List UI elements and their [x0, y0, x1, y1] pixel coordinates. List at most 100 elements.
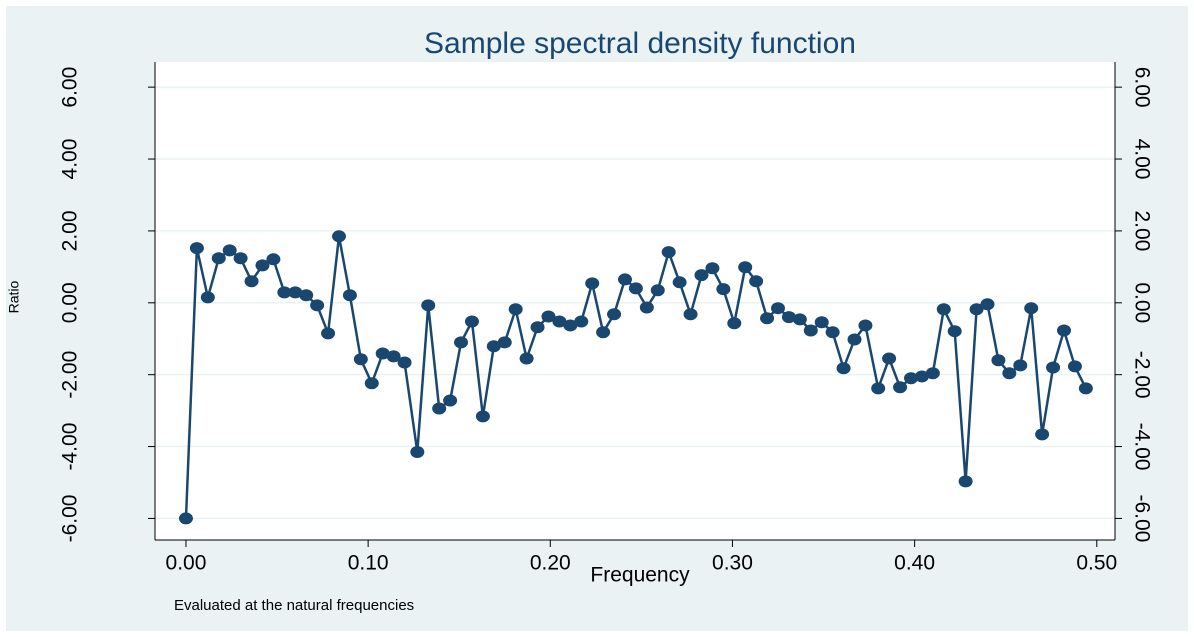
- marker: [847, 333, 862, 346]
- marker: [925, 367, 940, 380]
- y2-tick-label: 6.00: [1130, 67, 1153, 108]
- y-tick-label: 2.00: [59, 210, 82, 251]
- marker: [200, 291, 215, 304]
- marker: [211, 252, 226, 265]
- marker: [639, 301, 654, 314]
- marker: [486, 340, 501, 353]
- marker: [814, 316, 829, 329]
- marker: [792, 313, 807, 326]
- marker: [914, 370, 929, 383]
- y-tick-label: -2.00: [59, 351, 82, 399]
- marker: [947, 325, 962, 338]
- marker: [596, 326, 611, 339]
- marker: [464, 315, 479, 328]
- marker: [991, 354, 1006, 367]
- marker: [694, 269, 709, 282]
- marker: [1056, 324, 1071, 337]
- marker: [277, 286, 292, 299]
- chart-title: Sample spectral density function: [424, 27, 856, 60]
- x-tick-label: 0.40: [894, 552, 935, 575]
- marker: [716, 283, 731, 296]
- marker: [705, 262, 720, 275]
- marker: [353, 353, 368, 366]
- marker: [1002, 367, 1017, 380]
- marker: [980, 298, 995, 311]
- x-axis-label: Frequency: [590, 564, 690, 587]
- marker: [727, 317, 742, 330]
- marker: [266, 253, 281, 266]
- marker: [310, 299, 325, 312]
- marker: [331, 230, 346, 243]
- note: Evaluated at the natural frequencies: [174, 597, 414, 614]
- marker: [1013, 359, 1028, 372]
- y2-tick-label: -2.00: [1130, 351, 1153, 399]
- marker: [255, 259, 270, 272]
- marker: [541, 310, 556, 323]
- marker: [825, 326, 840, 339]
- marker: [683, 308, 698, 321]
- marker: [661, 246, 676, 259]
- marker: [508, 303, 523, 316]
- marker: [803, 324, 818, 337]
- marker: [443, 394, 458, 407]
- marker: [585, 277, 600, 290]
- marker: [760, 312, 775, 325]
- marker: [574, 315, 589, 328]
- marker: [969, 303, 984, 316]
- marker: [1067, 360, 1082, 373]
- marker: [244, 275, 259, 288]
- marker: [178, 512, 193, 525]
- marker: [882, 352, 897, 365]
- y2-tick-label: 0.00: [1130, 282, 1153, 323]
- marker: [364, 377, 379, 390]
- marker: [475, 410, 490, 423]
- marker: [552, 315, 567, 328]
- marker: [421, 299, 436, 312]
- marker: [617, 273, 632, 286]
- marker: [563, 319, 578, 332]
- marker: [781, 311, 796, 324]
- y2-tick-label: 2.00: [1130, 210, 1153, 251]
- marker: [386, 350, 401, 363]
- marker: [650, 284, 665, 297]
- marker: [871, 382, 886, 395]
- y2-tick-label: 4.00: [1130, 139, 1153, 180]
- x-tick-label: 0.50: [1076, 552, 1117, 575]
- plot-area: [155, 62, 1115, 540]
- marker: [519, 352, 534, 365]
- y-axis-label: Ratio: [6, 280, 22, 313]
- marker: [321, 327, 336, 340]
- marker: [432, 402, 447, 415]
- marker: [749, 275, 764, 288]
- marker: [1078, 382, 1093, 395]
- y2-tick-label: -4.00: [1130, 423, 1153, 471]
- marker: [288, 286, 303, 299]
- marker: [299, 289, 314, 302]
- y-tick-label: 0.00: [59, 282, 82, 323]
- marker: [628, 282, 643, 295]
- y-tick-label: -6.00: [59, 494, 82, 542]
- marker: [410, 445, 425, 458]
- marker: [454, 336, 469, 349]
- marker: [836, 362, 851, 375]
- marker: [342, 289, 357, 302]
- marker: [375, 347, 390, 360]
- marker: [1035, 428, 1050, 441]
- marker: [1024, 302, 1039, 315]
- marker: [958, 475, 973, 488]
- y-tick-label: -4.00: [59, 423, 82, 471]
- y2-tick-label: -6.00: [1130, 494, 1153, 542]
- y-tick-label: 4.00: [59, 139, 82, 180]
- marker: [233, 252, 248, 265]
- marker: [672, 276, 687, 289]
- marker: [497, 336, 512, 349]
- marker: [770, 302, 785, 315]
- x-tick-label: 0.20: [530, 552, 571, 575]
- x-tick-label: 0.10: [348, 552, 389, 575]
- marker: [738, 261, 753, 274]
- marker: [189, 242, 204, 255]
- marker: [222, 244, 237, 257]
- marker: [397, 356, 412, 369]
- y-tick-label: 6.00: [59, 67, 82, 108]
